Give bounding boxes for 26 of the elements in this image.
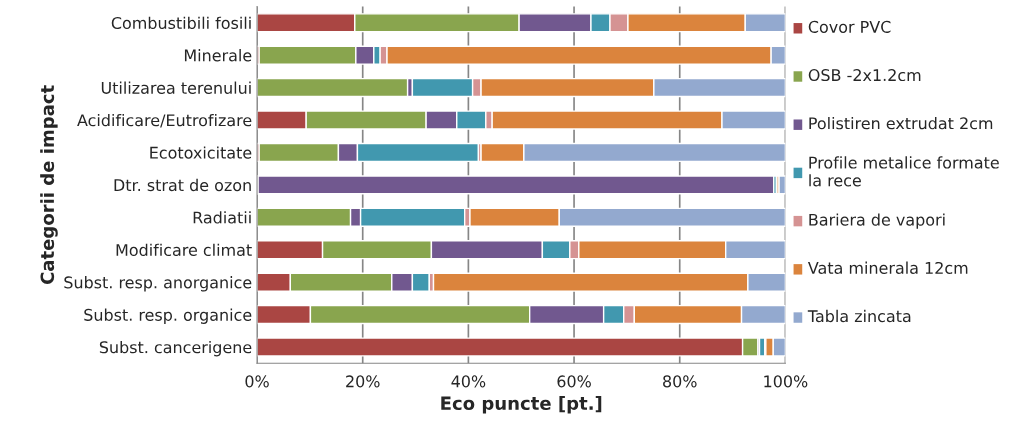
y-tick-label: Subst. cancerigene	[99, 340, 252, 357]
y-tick-label: Utilizarea terenului	[101, 81, 251, 94]
legend-label: Vata minerala 12cm	[807, 261, 968, 274]
y-tick-label: Ecotoxicitate	[150, 146, 252, 159]
y-tick-label: Subst. resp. organice	[84, 308, 252, 324]
y-tick-label: Subst. resp. anorganice	[64, 276, 252, 292]
y-tick-label: Dtr. strat de ozon	[114, 178, 251, 192]
x-tick-label: 80%	[663, 375, 697, 388]
y-tick-label: Minerale	[184, 49, 252, 62]
y-tick-label: Radiatii	[193, 211, 251, 224]
legend-label: Profile metalice formate la rece	[809, 156, 999, 187]
y-tick-label: Combustibili fosili	[111, 16, 251, 30]
y-axis-title: Categorii de impact	[40, 85, 58, 285]
x-tick-label: 0%	[245, 375, 269, 388]
legend-label: Covor PVC	[808, 20, 891, 33]
legend-label: Tabla zincata	[807, 309, 911, 323]
legend-label: Polistiren extrudat 2cm	[809, 116, 993, 130]
x-tick-label: 40%	[451, 375, 486, 388]
y-tick-label: Modificare climat	[116, 243, 252, 257]
x-axis-title: Eco puncte [pt.]	[441, 396, 602, 414]
x-tick-label: 100%	[764, 375, 808, 388]
legend-label: Bariera de vapori	[809, 213, 945, 229]
x-tick-label: 20%	[346, 375, 380, 388]
y-tick-label: Acidificare/Eutrofizare	[77, 113, 252, 128]
legend-label: OSB -2x1.2cm	[808, 69, 921, 82]
x-tick-label: 60%	[557, 375, 591, 388]
